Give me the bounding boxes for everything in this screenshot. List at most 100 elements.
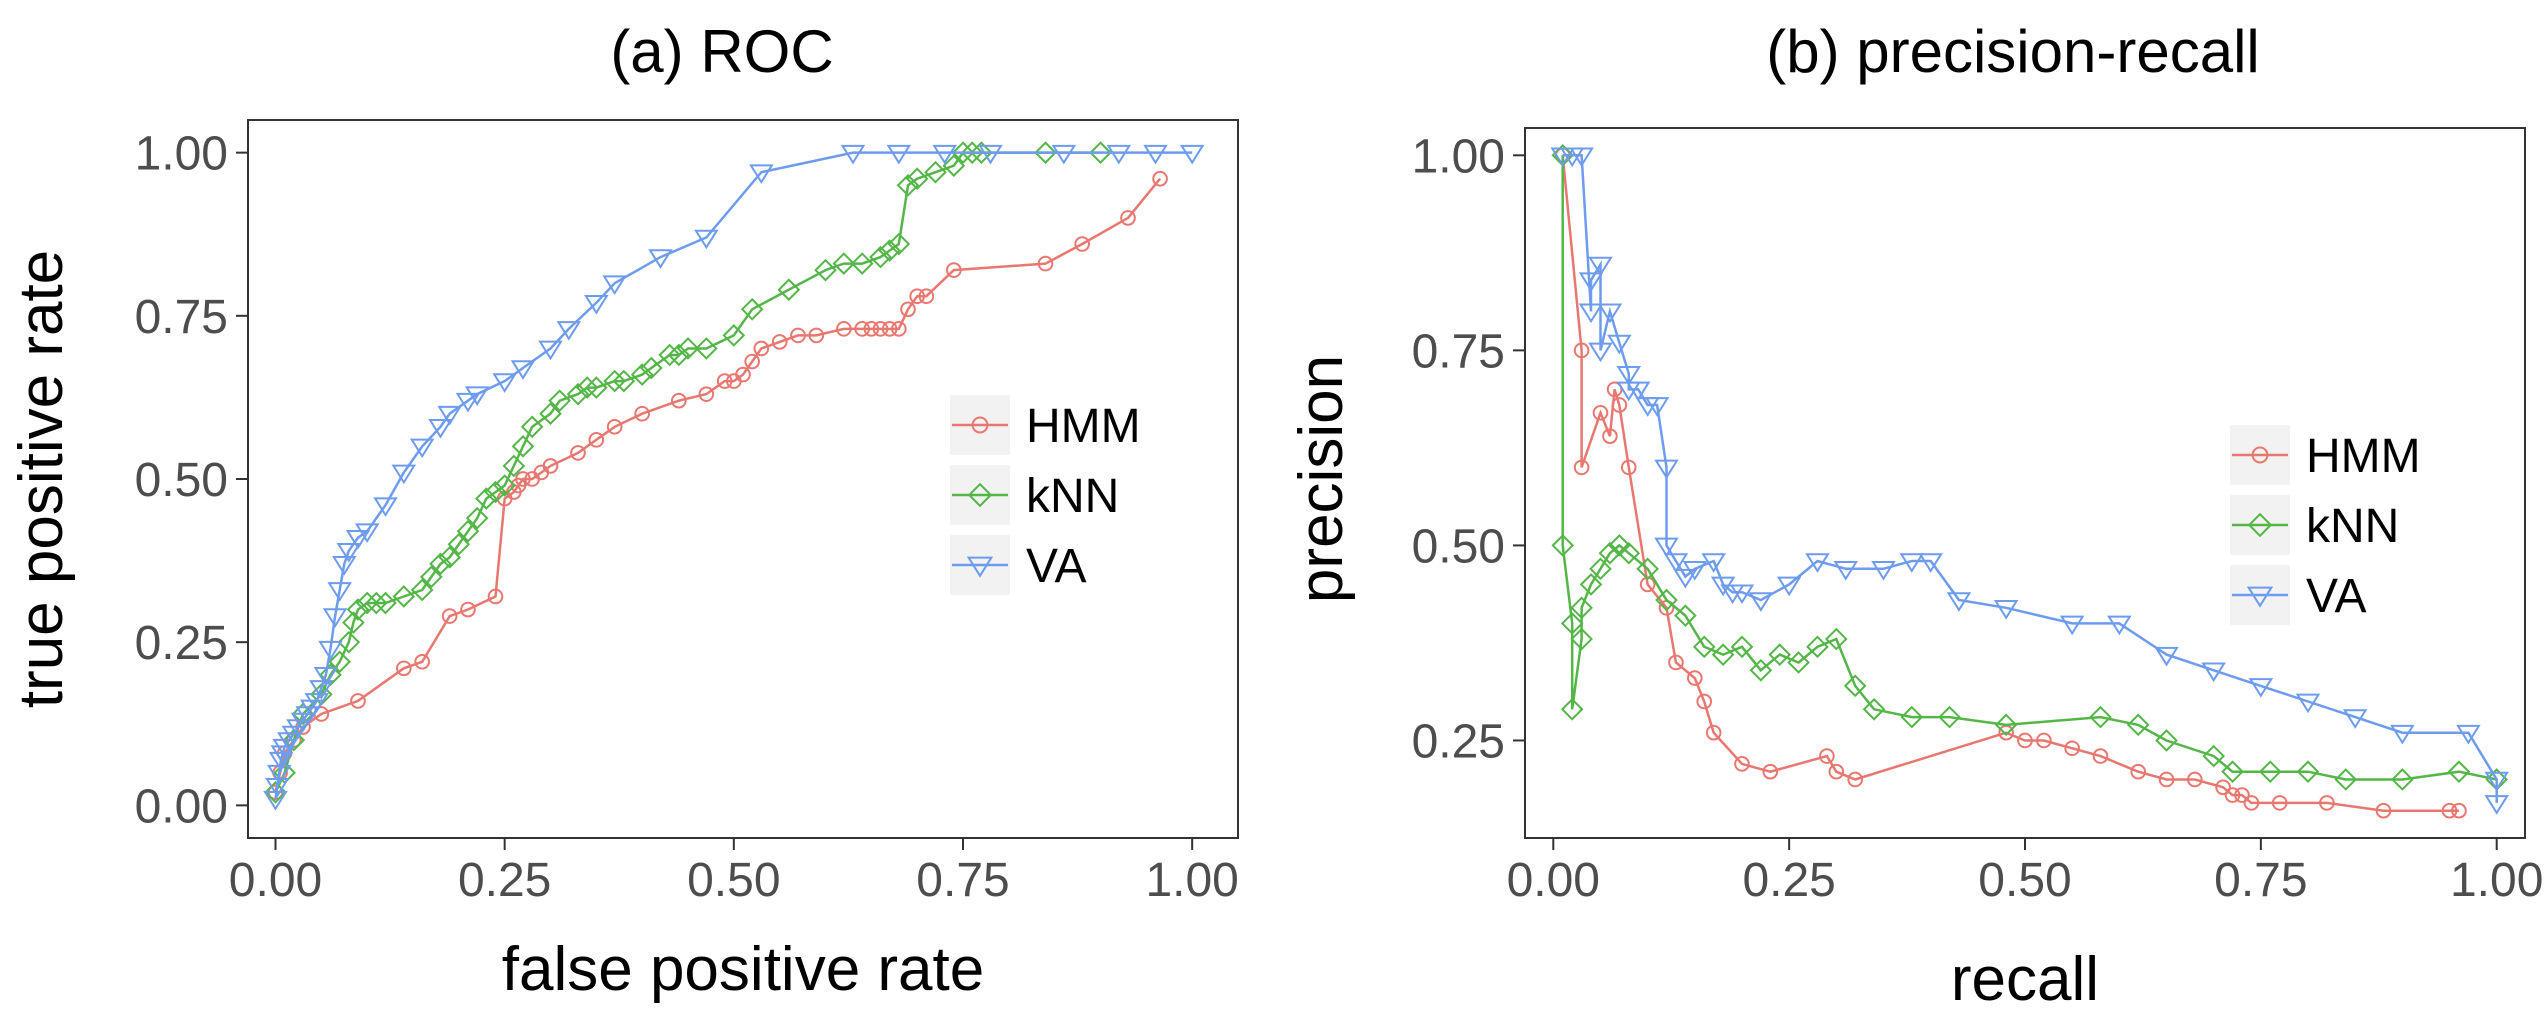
y-tick-label: 0.25 <box>135 617 228 670</box>
data-point-va <box>331 556 357 576</box>
series-line-hmm <box>1561 155 2459 812</box>
data-point-va <box>2484 771 2509 792</box>
data-point-hmm <box>2017 732 2033 749</box>
data-point-knn <box>1608 534 1631 557</box>
data-point-knn <box>1900 705 1924 729</box>
data-point-hmm <box>1602 428 1618 445</box>
data-point-knn <box>630 363 654 386</box>
data-point-knn <box>447 532 471 556</box>
legend-key-marker <box>2251 446 2269 464</box>
x-axis-title: recall <box>1951 945 2099 1012</box>
data-point-hmm <box>753 340 770 357</box>
data-point-knn <box>1589 557 1612 581</box>
data-point-knn <box>832 252 856 275</box>
data-point-knn <box>1570 627 1593 651</box>
data-point-va <box>1607 334 1632 355</box>
x-tick-label: 0.25 <box>458 854 551 907</box>
data-point-knn <box>850 252 874 275</box>
data-point-va <box>391 464 417 485</box>
data-point-va <box>322 608 348 628</box>
data-point-va <box>2484 795 2509 815</box>
data-point-va <box>1644 397 1670 417</box>
data-point-knn <box>1692 635 1716 659</box>
data-point-hmm <box>2375 802 2392 819</box>
data-point-knn <box>484 480 507 504</box>
data-point-knn <box>1843 674 1867 698</box>
data-point-knn <box>896 173 920 197</box>
data-point-va <box>648 249 673 269</box>
data-point-knn <box>1749 658 1773 682</box>
data-point-va <box>2295 693 2321 714</box>
data-point-knn <box>1938 705 1961 729</box>
data-point-va <box>373 497 398 517</box>
data-point-va <box>318 640 343 661</box>
data-point-va <box>2059 615 2085 636</box>
data-point-hmm <box>2319 795 2335 811</box>
data-point-hmm <box>1611 397 1628 413</box>
data-point-va <box>978 144 1003 165</box>
data-point-hmm <box>487 588 504 605</box>
data-point-knn <box>960 141 984 164</box>
x-tick-label: 1.00 <box>2450 854 2543 907</box>
data-point-knn <box>429 552 452 576</box>
data-point-knn <box>1730 635 1754 659</box>
data-point-hmm <box>671 392 687 409</box>
data-point-hmm <box>1696 693 1713 710</box>
data-point-hmm <box>2441 802 2458 819</box>
data-point-hmm <box>918 288 935 305</box>
data-point-va <box>1833 561 1859 581</box>
legend-label-va: VA <box>1026 540 1086 593</box>
data-point-hmm <box>1573 342 1590 359</box>
data-point-knn <box>1560 612 1584 635</box>
data-point-va <box>1654 459 1679 480</box>
data-point-va <box>268 751 294 772</box>
data-point-knn <box>346 598 370 621</box>
data-point-va <box>1051 144 1077 165</box>
data-point-va <box>556 321 582 341</box>
data-point-hmm <box>2224 787 2241 803</box>
data-point-knn <box>465 506 489 530</box>
data-point-knn <box>2089 705 2112 729</box>
data-point-va <box>1776 576 1802 597</box>
data-point-hmm <box>2158 771 2175 788</box>
series-line-va <box>1562 154 2498 803</box>
y-tick-label: 0.50 <box>1412 520 1505 573</box>
data-point-knn <box>1560 697 1584 721</box>
data-point-knn <box>2126 713 2150 737</box>
data-point-hmm <box>1686 670 1703 686</box>
data-point-va <box>1578 272 1604 292</box>
legend-label-knn: kNN <box>1026 470 1119 523</box>
data-point-knn <box>539 402 562 426</box>
legend: HMM kNN VA <box>2230 425 2421 625</box>
series-line-va <box>274 151 1193 799</box>
legend: HMM kNN VA <box>950 395 1141 595</box>
data-point-va <box>2248 678 2274 698</box>
series-va <box>263 144 1205 811</box>
data-point-knn <box>585 376 608 399</box>
data-point-hmm <box>881 321 898 337</box>
data-point-knn <box>1579 573 1603 596</box>
chart-title: (a) ROC <box>610 18 833 85</box>
data-point-va <box>345 529 371 550</box>
data-point-knn <box>392 585 416 608</box>
data-point-hmm <box>634 405 650 422</box>
data-point-knn <box>942 154 966 178</box>
data-point-va <box>932 144 957 165</box>
data-point-knn <box>1862 697 1886 721</box>
data-point-va <box>1729 584 1755 605</box>
data-point-hmm <box>2092 748 2109 764</box>
data-point-knn <box>777 278 801 302</box>
data-point-va <box>313 667 339 687</box>
data-point-va <box>1106 144 1132 165</box>
data-point-knn <box>2221 760 2244 783</box>
data-point-knn <box>2155 729 2178 752</box>
data-point-va <box>270 745 296 765</box>
data-point-hmm <box>891 321 907 337</box>
x-tick-label: 0.00 <box>1507 854 1600 907</box>
data-point-hmm <box>2064 740 2080 757</box>
data-point-knn <box>1806 635 1829 659</box>
data-point-hmm <box>872 321 889 337</box>
data-point-knn <box>740 297 764 321</box>
data-point-knn <box>1570 596 1593 620</box>
